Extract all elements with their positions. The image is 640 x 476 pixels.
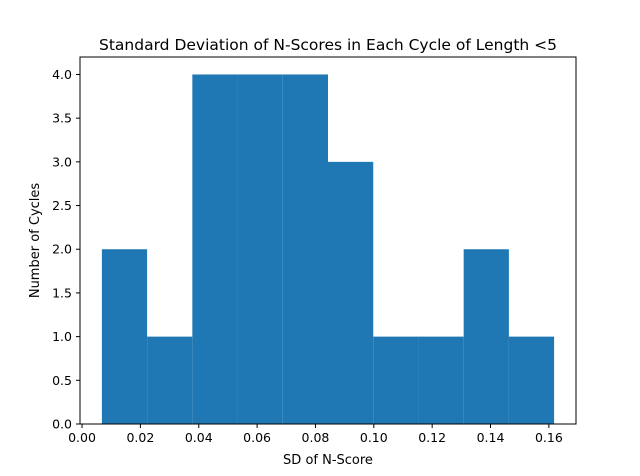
histogram-bar xyxy=(463,249,509,424)
plot-frame xyxy=(79,56,577,425)
histogram-bar xyxy=(192,74,238,424)
y-tick-label: 3.5 xyxy=(52,111,72,126)
y-tick-label: 2.0 xyxy=(52,242,72,257)
x-axis-label: SD of N-Score xyxy=(283,453,373,468)
x-tick-label: 0.04 xyxy=(185,430,213,445)
x-tick-label: 0.10 xyxy=(360,430,388,445)
y-axis-label: Number of Cycles xyxy=(28,183,43,299)
histogram-bar xyxy=(418,336,464,424)
histogram-bar xyxy=(147,336,193,424)
histogram-bar xyxy=(508,336,555,424)
histogram-bar xyxy=(373,336,419,424)
x-tick-label: 0.16 xyxy=(535,430,563,445)
y-tick-label: 1.5 xyxy=(52,285,72,300)
histogram-bar xyxy=(282,74,328,424)
chart-title: Standard Deviation of N-Scores in Each C… xyxy=(99,36,557,54)
histogram-bar xyxy=(101,249,148,424)
y-axis-ticks: 0.0 0.5 1.0 1.5 2.0 2.5 3.0 3.5 4.0 xyxy=(52,67,80,432)
x-tick-label: 0.00 xyxy=(68,430,96,445)
x-tick-label: 0.02 xyxy=(126,430,154,445)
y-tick-label: 2.5 xyxy=(52,198,72,213)
y-tick-label: 0.5 xyxy=(52,373,72,388)
x-tick-label: 0.06 xyxy=(243,430,271,445)
bars-group xyxy=(101,74,555,425)
y-tick-label: 1.0 xyxy=(52,329,72,344)
y-tick-label: 3.0 xyxy=(52,154,72,169)
y-tick-label: 0.0 xyxy=(52,417,72,432)
x-tick-label: 0.12 xyxy=(418,430,446,445)
x-tick-label: 0.08 xyxy=(302,430,330,445)
y-tick-label: 4.0 xyxy=(52,67,72,82)
histogram-bar xyxy=(237,74,283,424)
x-axis-ticks: 0.00 0.02 0.04 0.06 0.08 0.10 0.12 0.14 0.16 xyxy=(68,424,563,445)
histogram-bar xyxy=(328,161,374,425)
x-tick-label: 0.14 xyxy=(477,430,505,445)
